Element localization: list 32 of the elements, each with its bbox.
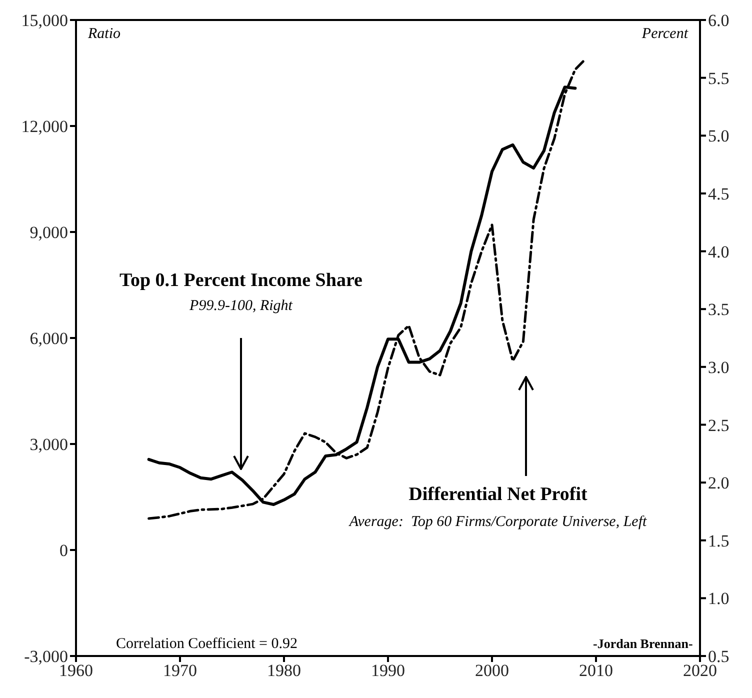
y2-tick-label: 2.5	[708, 416, 730, 435]
x-tick-label: 2010	[579, 661, 613, 680]
annotation: Correlation Coefficient = 0.92	[116, 636, 298, 653]
y-axis-title: Ratio	[88, 26, 120, 43]
y-tick-label: 3,000	[30, 435, 68, 454]
y2-tick-label: 1.0	[708, 589, 730, 608]
x-tick-label: 1960	[59, 661, 93, 680]
y2-tick-label: 4.0	[708, 242, 730, 262]
y2-tick-label: 6.0	[708, 11, 730, 30]
x-tick-label: 1970	[163, 661, 197, 680]
x-tick-label: 1990	[371, 661, 405, 680]
y2-tick-label: 1.5	[708, 531, 730, 550]
annotation: P99.9-100, Right	[188, 298, 294, 315]
y2-tick-label: 3.0	[708, 358, 730, 377]
y2-tick-label: 2.0	[708, 474, 730, 493]
text: Differential Net Profit	[408, 484, 588, 505]
y-tick-label: 9,000	[30, 223, 68, 242]
y-tick-label: 0	[60, 541, 68, 560]
text: Top 0.1 Percent Income Share	[118, 270, 364, 292]
y-tick-label: 6,000	[30, 329, 68, 348]
y-tick-label: 15,000	[21, 11, 68, 30]
y2-tick-label: 4.5	[708, 184, 730, 204]
annotation: Average: Top 60 Firms/Corporate Universe, Left	[348, 514, 648, 531]
x-tick-label: 2020	[683, 661, 717, 680]
y2-tick-label: 5.0	[708, 126, 730, 146]
y2-tick-label: 5.5	[708, 68, 730, 88]
x-tick-label: 2000	[475, 661, 509, 680]
annotation: -Jordan Brennan-	[593, 636, 693, 652]
y-tick-label: 12,000	[21, 117, 68, 136]
x-tick-label: 1980	[267, 661, 301, 680]
y2-tick-label: 3.5	[708, 300, 730, 320]
y2-axis-title: Percent	[642, 26, 688, 43]
